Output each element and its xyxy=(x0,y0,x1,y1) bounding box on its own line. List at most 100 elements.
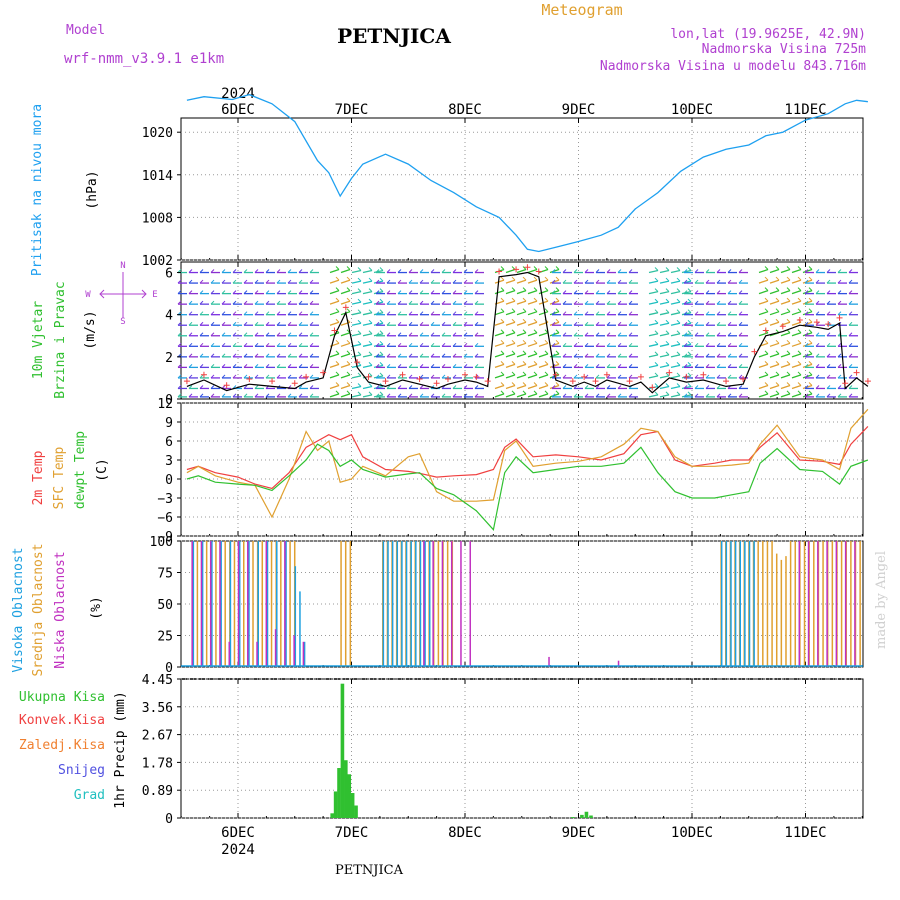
wind-arrow xyxy=(758,289,769,295)
wind-arrow-head xyxy=(210,385,215,389)
wind-arrow-head xyxy=(815,364,820,368)
wind-arrow-head xyxy=(683,300,688,305)
wind-arrow-head xyxy=(522,390,527,395)
wind-arrow-head xyxy=(375,374,380,379)
wind-arrow-head xyxy=(419,374,424,379)
wind-arrow-head xyxy=(654,330,659,335)
wind-arrow-head xyxy=(808,276,813,281)
wind-arrow-head xyxy=(555,382,560,386)
wind-arrow-head xyxy=(430,279,435,284)
wind-arrow-head xyxy=(408,393,413,398)
wind-arrow xyxy=(802,300,813,305)
wind-arrow-head xyxy=(584,269,589,273)
wind-arrow-head xyxy=(595,342,600,347)
wind-arrow-head xyxy=(210,393,215,398)
wind-arrow-head xyxy=(522,308,527,313)
compass-south: S xyxy=(120,317,125,327)
wind-arrow-head xyxy=(848,374,853,379)
wind-arrow-head xyxy=(265,364,270,368)
wind-arrow-head xyxy=(408,332,413,337)
wind-arrow xyxy=(780,374,791,379)
wind-arrow-head xyxy=(848,353,853,358)
wind-arrow-head xyxy=(511,276,516,281)
wind-arrow xyxy=(527,300,538,305)
wind-arrow-head xyxy=(573,321,578,326)
wind-arrow-head xyxy=(522,266,527,270)
wind-arrow-head xyxy=(826,393,831,398)
wind-arrow-head xyxy=(584,300,589,305)
wind-arrow xyxy=(505,300,516,305)
wind-arrow-head xyxy=(848,300,853,305)
wind-arrow xyxy=(780,332,791,337)
wind-arrow xyxy=(769,353,780,358)
wind-arrow-head xyxy=(775,297,780,302)
wind-arrow-head xyxy=(837,269,842,273)
wind-arrow-head xyxy=(232,300,237,305)
wind-arrow-head xyxy=(430,300,435,305)
gust-marker xyxy=(666,369,673,376)
wind-arrow xyxy=(549,279,560,284)
wind-arrow-head xyxy=(254,290,259,294)
wind-arrow-head xyxy=(177,374,182,379)
wind-arrow-head xyxy=(522,276,527,281)
wind-arrow xyxy=(362,354,373,358)
wind-arrow-head xyxy=(386,290,391,294)
wind-arrow-head xyxy=(254,342,259,347)
wind-arrow-head xyxy=(804,374,809,379)
wind-arrow xyxy=(516,300,527,305)
wind-arrow-head xyxy=(386,374,391,379)
wind-arrow-head xyxy=(511,329,516,334)
wind-arrow-head xyxy=(555,390,560,395)
wind-arrow-head xyxy=(265,321,270,326)
precip-bar xyxy=(354,805,358,818)
wind-speed-line xyxy=(186,271,869,394)
wind-arrow xyxy=(516,393,527,398)
wind-arrow-head xyxy=(764,266,769,270)
wind-arrow-head xyxy=(705,332,710,337)
wind-arrow-head xyxy=(533,390,538,395)
wind-arrow xyxy=(549,342,560,347)
wind-arrow-head xyxy=(551,332,556,337)
wind-arrow-head xyxy=(397,290,402,294)
wind-arrow-head xyxy=(628,269,633,273)
wind-arrow xyxy=(549,374,560,379)
wind-arrow-head xyxy=(243,332,248,337)
wind-arrow-head xyxy=(221,311,226,316)
wind-arrow-head xyxy=(221,300,226,305)
wind-arrow xyxy=(505,393,516,398)
wind-arrow-head xyxy=(210,290,215,294)
wind-arrow-head xyxy=(606,300,611,305)
wind-arrow-head xyxy=(430,321,435,326)
wind-arrow-head xyxy=(463,385,468,389)
wind-arrow-head xyxy=(298,300,303,305)
wind-arrow-head xyxy=(584,393,589,398)
wind-arrow-head xyxy=(764,339,769,344)
wind-arrow-head xyxy=(705,353,710,358)
wind-panel: 6 4 2 0 10m Vjetar Brzina i Pravac (m/s) N … xyxy=(31,261,871,408)
wind-arrow xyxy=(802,363,813,369)
wind-arrow-head xyxy=(309,342,314,347)
wind-arrow xyxy=(362,394,373,398)
wind-arrow xyxy=(527,279,538,284)
wind-arrow xyxy=(505,363,516,369)
wind-arrow-head xyxy=(287,269,292,273)
wind-arrow-head xyxy=(188,269,193,273)
wind-arrow-head xyxy=(716,364,721,368)
wind-arrow-head xyxy=(665,288,670,292)
wind-arrow-head xyxy=(606,353,611,358)
wind-arrow-head xyxy=(738,353,743,358)
wind-arrow-head xyxy=(500,308,505,313)
footer-station-label: PETNJICA xyxy=(335,863,404,878)
wind-arrow-head xyxy=(511,390,516,395)
wind-arrow xyxy=(791,374,802,379)
wind-arrow-head xyxy=(309,385,314,389)
credit-watermark: made by Angel xyxy=(874,551,889,649)
wind-arrow-head xyxy=(797,266,802,270)
wind-arrow xyxy=(791,393,802,398)
wind-arrow-head xyxy=(357,391,362,396)
wind-arrow xyxy=(659,290,670,295)
wind-arrow-head xyxy=(555,361,560,365)
wind-arrow xyxy=(681,354,692,358)
wind-arrow-head xyxy=(441,311,446,316)
